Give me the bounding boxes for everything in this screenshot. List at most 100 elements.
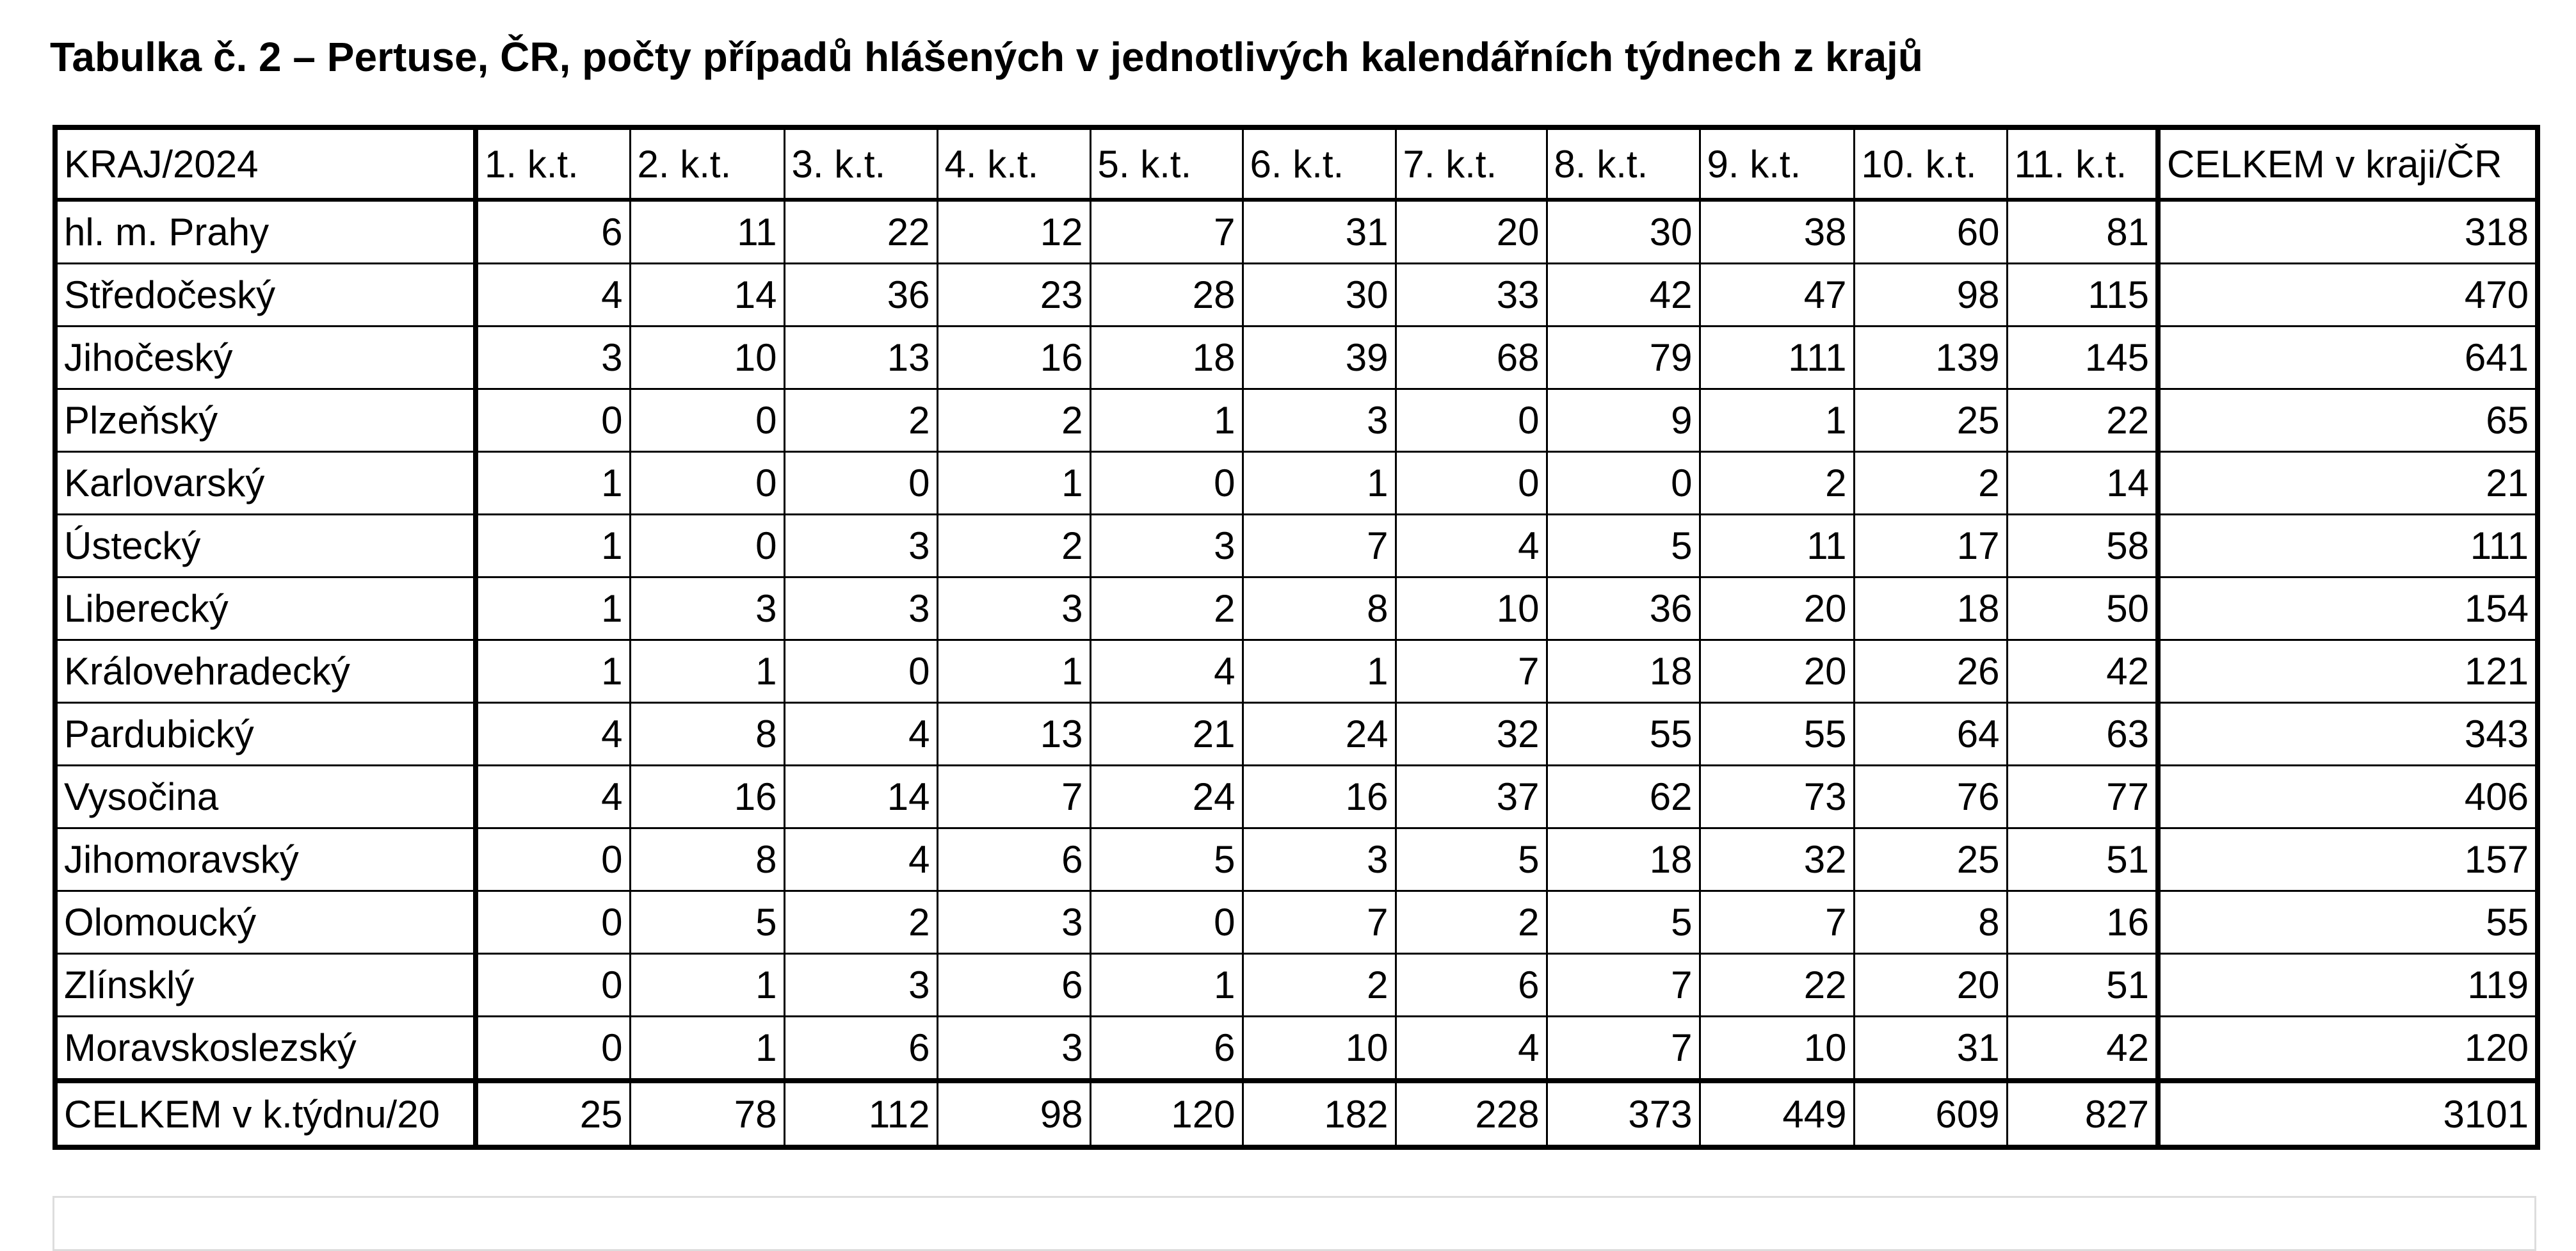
table-cell: KRAJ/2024 — [54, 126, 478, 202]
table-cell: 7 — [1241, 890, 1397, 955]
table-cell: Moravskoslezský — [54, 1015, 478, 1082]
total-row: CELKEM v k.týdnu/20 25 78 112 98 120 182 228 373… — [54, 1078, 2539, 1149]
table-cell: 157 — [2155, 827, 2539, 892]
table-cell: 76 — [1853, 764, 2008, 829]
table-cell: 5 — [1545, 513, 1701, 578]
table-cell: 32 — [1698, 827, 1855, 892]
table-cell: 65 — [2155, 388, 2539, 453]
table-cell: 2 — [1394, 890, 1548, 955]
table-cell: 22 — [2006, 388, 2159, 453]
table-cell: 7 — [936, 764, 1091, 829]
table-cell: Vysočina — [54, 764, 478, 829]
table-row: Ústecký 1 0 3 2 3 7 4 5 11 17 58 111 — [54, 513, 2539, 578]
table-cell: 2 — [783, 890, 938, 955]
table-cell: 120 — [2155, 1015, 2539, 1082]
table-cell: 37 — [1394, 764, 1548, 829]
table-cell: 9 — [1545, 388, 1701, 453]
table-row: Zlínsklý 0 1 3 6 1 2 6 7 22 20 51 119 — [54, 953, 2539, 1017]
table-cell: 39 — [1241, 325, 1397, 390]
table-cell: 10 — [1698, 1015, 1855, 1082]
table-cell: 2 — [936, 388, 1091, 453]
table-cell: 0 — [629, 451, 785, 515]
table-cell: 31 — [1853, 1015, 2008, 1082]
table-row: Královehradecký 1 1 0 1 4 1 7 18 20 26 42 121 — [54, 639, 2539, 704]
table-cell: 20 — [1698, 639, 1855, 704]
table-cell: 3. k.t. — [783, 126, 938, 202]
table-cell: 2 — [1241, 953, 1397, 1017]
table-cell: 0 — [474, 890, 631, 955]
table-cell: 55 — [1545, 702, 1701, 766]
table-cell: 73 — [1698, 764, 1855, 829]
table-cell: 14 — [783, 764, 938, 829]
table-cell: 60 — [1853, 198, 2008, 264]
table-cell: 1 — [629, 639, 785, 704]
table-cell: 4 — [474, 764, 631, 829]
table-cell: 2 — [1853, 451, 2008, 515]
table-cell: 3 — [1241, 388, 1397, 453]
table-cell: Olomoucký — [54, 890, 478, 955]
table-cell: 6 — [936, 827, 1091, 892]
table-cell: 5 — [1089, 827, 1244, 892]
table-cell: 0 — [474, 953, 631, 1017]
table-row: Plzeňský 0 0 2 2 1 3 0 9 1 25 22 65 — [54, 388, 2539, 453]
table-cell: 55 — [2155, 890, 2539, 955]
table-cell: 23 — [936, 262, 1091, 327]
table-cell: 7 — [1089, 198, 1244, 264]
table-cell: 2 — [1089, 576, 1244, 641]
table-cell: 20 — [1698, 576, 1855, 641]
table-cell: 6 — [1394, 953, 1548, 1017]
table-cell: 154 — [2155, 576, 2539, 641]
table-cell: 51 — [2006, 827, 2159, 892]
table-cell: 25 — [474, 1078, 631, 1149]
table-cell: 5 — [1545, 890, 1701, 955]
table-cell: 0 — [629, 513, 785, 578]
table-cell: 62 — [1545, 764, 1701, 829]
table-cell: 26 — [1853, 639, 2008, 704]
table-cell: 0 — [474, 1015, 631, 1082]
table-cell: 36 — [1545, 576, 1701, 641]
table-cell: 64 — [1853, 702, 2008, 766]
table-cell: 827 — [2006, 1078, 2159, 1149]
table-cell: 609 — [1853, 1078, 2008, 1149]
table-cell: 11 — [1698, 513, 1855, 578]
table-cell: 36 — [783, 262, 938, 327]
table-cell: 5 — [629, 890, 785, 955]
table-cell: 98 — [936, 1078, 1091, 1149]
table-cell: 8 — [629, 827, 785, 892]
table-cell: 24 — [1241, 702, 1397, 766]
table-cell: 112 — [783, 1078, 938, 1149]
table-cell: 0 — [1394, 388, 1548, 453]
table-cell: 18 — [1089, 325, 1244, 390]
table-cell: 30 — [1241, 262, 1397, 327]
table-cell: 470 — [2155, 262, 2539, 327]
table-cell: 42 — [2006, 639, 2159, 704]
table-cell: 7 — [1394, 639, 1548, 704]
table-cell: 3 — [1089, 513, 1244, 578]
table-cell: 50 — [2006, 576, 2159, 641]
table-row: Olomoucký 0 5 2 3 0 7 2 5 7 8 16 55 — [54, 890, 2539, 955]
table-cell: 6 — [783, 1015, 938, 1082]
table-cell: 8 — [1853, 890, 2008, 955]
table-cell: 12 — [936, 198, 1091, 264]
table-cell: 139 — [1853, 325, 2008, 390]
table-cell: 4 — [474, 702, 631, 766]
table-cell: 1. k.t. — [474, 126, 631, 202]
table-cell: 1 — [474, 639, 631, 704]
table-cell: 13 — [783, 325, 938, 390]
table-cell: 18 — [1545, 639, 1701, 704]
table-cell: 11. k.t. — [2006, 126, 2159, 202]
table-cell: 111 — [1698, 325, 1855, 390]
table-cell: 4 — [1394, 513, 1548, 578]
table-cell: Liberecký — [54, 576, 478, 641]
table-row: Jihomoravský 0 8 4 6 5 3 5 18 32 25 51 157 — [54, 827, 2539, 892]
table-cell: 16 — [936, 325, 1091, 390]
table-row: Jihočeský 3 10 13 16 18 39 68 79 111 139 145 641 — [54, 325, 2539, 390]
table-cell: 1 — [474, 513, 631, 578]
table-cell: 3 — [783, 576, 938, 641]
table-cell: 0 — [1545, 451, 1701, 515]
table-cell: 0 — [474, 388, 631, 453]
header-row: KRAJ/2024 1. k.t. 2. k.t. 3. k.t. 4. k.t. 5. … — [54, 126, 2539, 202]
table-cell: 21 — [2155, 451, 2539, 515]
table-cell: 31 — [1241, 198, 1397, 264]
table-cell: 0 — [783, 451, 938, 515]
